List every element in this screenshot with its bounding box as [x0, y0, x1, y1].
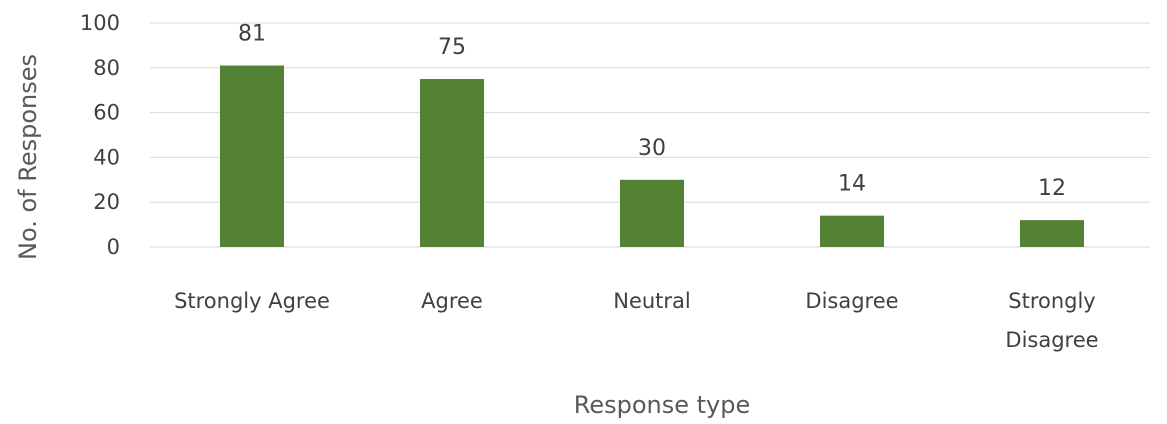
bar: [1020, 220, 1084, 247]
data-label: 14: [838, 172, 866, 197]
x-category-label: Disagree: [805, 289, 898, 313]
y-tick-label: 80: [93, 56, 120, 80]
bar: [220, 65, 284, 247]
data-label: 75: [438, 35, 466, 60]
x-category-label: Agree: [421, 289, 483, 313]
x-category-label: Neutral: [613, 289, 691, 313]
y-tick-label: 40: [93, 145, 120, 169]
y-axis-title: No. of Responses: [14, 54, 42, 260]
bar: [820, 215, 884, 247]
data-label: 30: [638, 136, 666, 161]
bar: [420, 79, 484, 247]
y-axis-ticks: 0 20 40 60 80 100: [80, 11, 120, 259]
gridlines: [150, 22, 1150, 248]
x-category-label: Disagree: [1005, 328, 1098, 352]
bar: [620, 179, 684, 247]
x-axis-categories: Strongly Agree Agree Neutral Disagree Strong…: [174, 289, 1099, 352]
data-label: 12: [1038, 176, 1066, 201]
y-tick-label: 20: [93, 190, 120, 214]
y-tick-label: 100: [80, 11, 120, 35]
data-labels: 81 75 30 14 12: [238, 22, 1066, 202]
data-label: 81: [238, 22, 266, 47]
y-tick-label: 0: [107, 235, 120, 259]
x-category-label: Strongly Agree: [174, 289, 330, 313]
bars: [220, 65, 1084, 247]
x-axis-title: Response type: [574, 391, 751, 419]
x-category-label: Strongly: [1008, 289, 1096, 313]
y-tick-label: 60: [93, 101, 120, 125]
